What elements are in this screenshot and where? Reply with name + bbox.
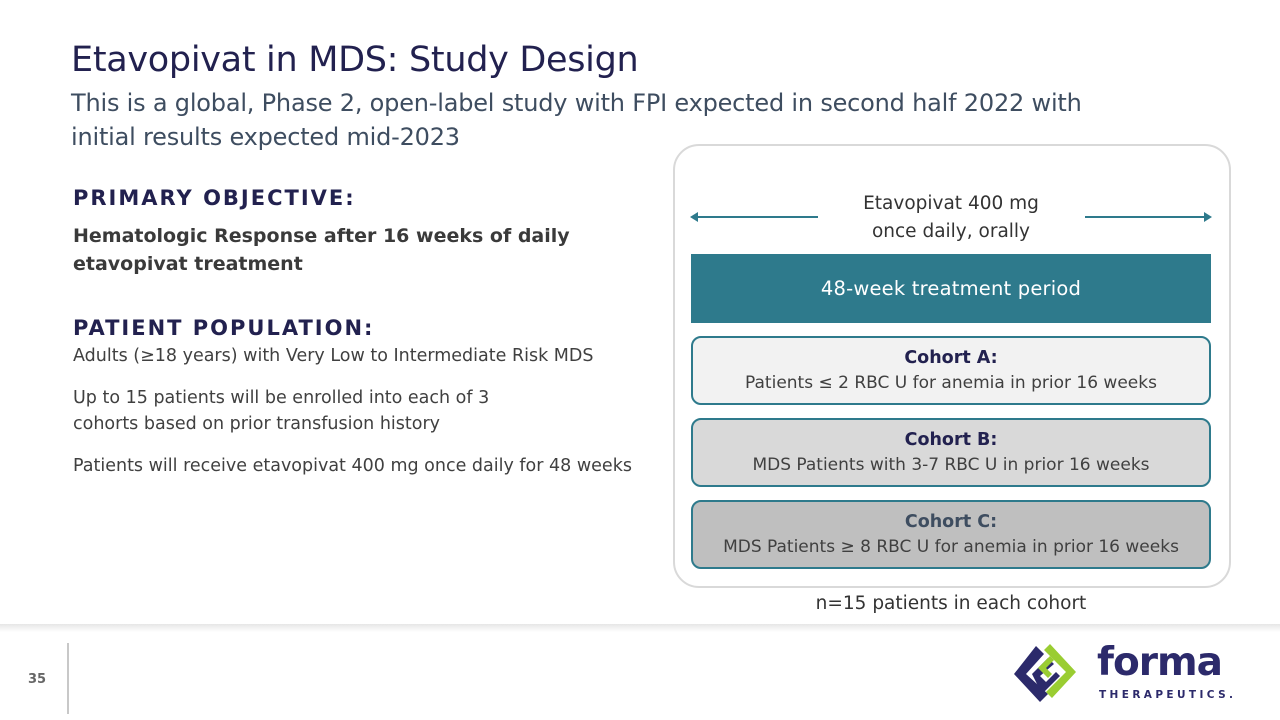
- forma-wordmark: forma: [1097, 640, 1223, 685]
- dose-line-1: Etavopivat 400 mg: [863, 193, 1039, 214]
- cohort-description: Patients ≤ 2 RBC U for anemia in prior 1…: [745, 372, 1157, 393]
- cohort-title: Cohort B:: [904, 429, 998, 450]
- right-arrow-icon: [1085, 212, 1212, 222]
- primary-objective-text: Hematologic Response after 16 weeks of d…: [73, 225, 570, 275]
- population-paragraph: Adults (≥18 years) with Very Low to Inte…: [73, 346, 594, 366]
- left-arrow-icon: [690, 212, 818, 222]
- cohort-description: MDS Patients ≥ 8 RBC U for anemia in pri…: [723, 536, 1179, 557]
- cohort-title: Cohort C:: [904, 511, 998, 532]
- primary-objective-heading: PRIMARY OBJECTIVE:: [73, 186, 356, 210]
- left-column: PRIMARY OBJECTIVE: Hematologic Response …: [73, 186, 653, 479]
- cohort-description: MDS Patients with 3-7 RBC U in prior 16 …: [752, 454, 1150, 475]
- forma-tagline: THERAPEUTICS.: [1099, 689, 1237, 701]
- page-number: 35: [27, 672, 47, 687]
- population-paragraph: Up to 15 patients will be enrolled into …: [73, 388, 490, 434]
- forma-logo-icon: [1014, 644, 1076, 702]
- patient-population-heading: PATIENT POPULATION:: [73, 316, 375, 340]
- footer-divider: [0, 624, 1280, 632]
- cohort-b-box: Cohort B: MDS Patients with 3-7 RBC U in…: [691, 418, 1211, 487]
- treatment-period-bar: 48-week treatment period: [691, 254, 1211, 323]
- cohort-c-box: Cohort C: MDS Patients ≥ 8 RBC U for ane…: [691, 500, 1211, 569]
- slide-subtitle: This is a global, Phase 2, open-label st…: [71, 89, 1082, 151]
- dose-line-2: once daily, orally: [871, 221, 1031, 242]
- population-paragraph: Patients will receive etavopivat 400 mg …: [73, 456, 632, 476]
- page-number-divider: [67, 643, 69, 714]
- cohort-a-box: Cohort A: Patients ≤ 2 RBC U for anemia …: [691, 336, 1211, 405]
- cohort-size-note: n=15 patients in each cohort: [815, 593, 1087, 614]
- cohort-title: Cohort A:: [904, 347, 998, 368]
- slide-title: Etavopivat in MDS: Study Design: [71, 40, 639, 80]
- dose-label: Etavopivat 400 mg once daily, orally: [820, 190, 1082, 246]
